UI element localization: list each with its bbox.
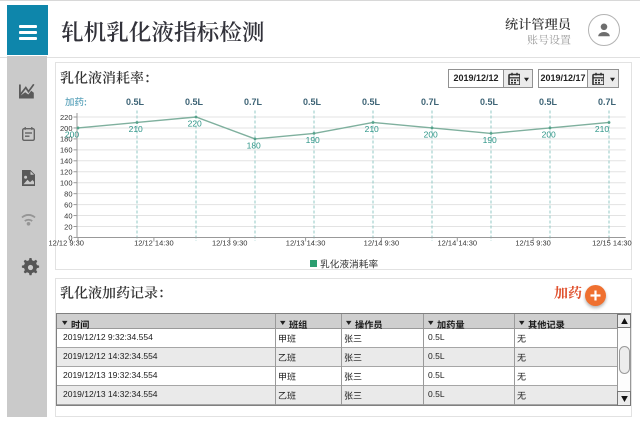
svg-text:200: 200: [65, 130, 79, 140]
svg-text:80: 80: [64, 189, 72, 198]
svg-text:220: 220: [188, 119, 202, 129]
svg-text:200: 200: [424, 130, 438, 140]
svg-text:12/15 14:30: 12/15 14:30: [592, 238, 632, 247]
svg-text:200: 200: [60, 124, 73, 133]
svg-text:180: 180: [247, 141, 261, 151]
svg-text:20: 20: [64, 222, 72, 231]
svg-text:12/14 14:30: 12/14 14:30: [437, 238, 477, 247]
svg-text:40: 40: [64, 211, 72, 220]
svg-text:210: 210: [595, 124, 609, 134]
svg-text:12/12 14:30: 12/12 14:30: [134, 238, 174, 247]
svg-text:12/14 9:30: 12/14 9:30: [364, 238, 399, 247]
svg-text:190: 190: [306, 135, 320, 145]
svg-text:140: 140: [60, 157, 73, 166]
svg-text:12/12 9:30: 12/12 9:30: [49, 238, 84, 247]
svg-text:120: 120: [60, 168, 73, 177]
svg-text:210: 210: [365, 124, 379, 134]
svg-text:160: 160: [60, 146, 73, 155]
svg-text:0: 0: [68, 233, 72, 242]
svg-text:210: 210: [129, 124, 143, 134]
svg-text:190: 190: [483, 135, 497, 145]
svg-text:12/15 9:30: 12/15 9:30: [515, 238, 550, 247]
svg-text:200: 200: [542, 130, 556, 140]
svg-text:12/13 9:30: 12/13 9:30: [212, 238, 247, 247]
svg-text:100: 100: [60, 179, 73, 188]
svg-text:60: 60: [64, 200, 72, 209]
svg-text:12/13 14:30: 12/13 14:30: [286, 238, 326, 247]
svg-text:220: 220: [60, 113, 73, 122]
svg-text:180: 180: [60, 135, 73, 144]
